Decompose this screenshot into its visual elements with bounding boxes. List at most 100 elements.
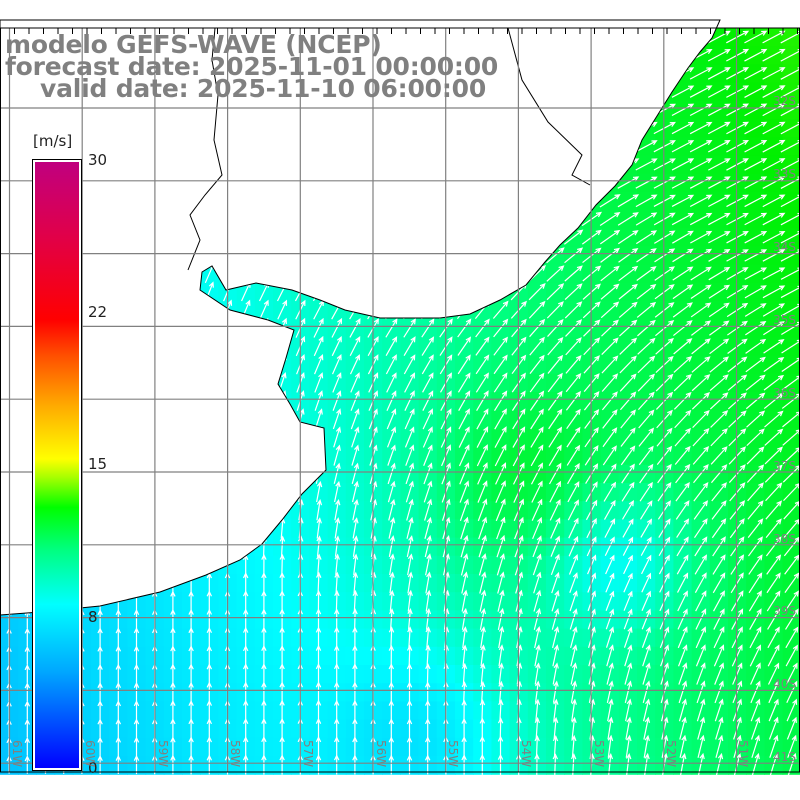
wind-arrow xyxy=(711,500,727,520)
wind-arrow xyxy=(635,194,658,208)
wind-arrow xyxy=(744,249,768,262)
wind-arrow xyxy=(314,353,324,375)
wind-arrow xyxy=(406,718,413,738)
wind-arrow xyxy=(279,736,285,757)
land-mass xyxy=(0,19,721,616)
wind-arrow xyxy=(642,644,651,667)
wind-arrow xyxy=(334,608,340,630)
wind-arrow xyxy=(547,336,564,356)
lon-label: 52W xyxy=(664,740,678,768)
wind-arrow xyxy=(713,626,725,649)
wind-arrow xyxy=(460,516,469,540)
wind-arrow xyxy=(479,571,487,594)
wind-arrow xyxy=(566,408,581,430)
wind-arrow xyxy=(530,444,544,467)
wind-arrow xyxy=(693,463,709,484)
wind-arrow xyxy=(749,644,761,667)
wind-arrow xyxy=(635,230,658,245)
wind-arrow xyxy=(746,446,765,465)
wind-arrow xyxy=(712,554,726,575)
wind-arrow xyxy=(641,626,651,648)
wind-arrow xyxy=(534,698,541,721)
lat-label: 35S xyxy=(773,313,796,327)
wind-arrow xyxy=(749,626,762,649)
wind-arrow xyxy=(389,571,395,594)
wind-arrow xyxy=(425,607,432,630)
wind-arrow xyxy=(115,645,122,665)
wind-arrow xyxy=(547,319,564,337)
wind-arrow xyxy=(170,626,176,648)
wind-arrow xyxy=(279,571,285,593)
wind-arrow xyxy=(690,248,713,263)
wind-arrow xyxy=(458,408,470,430)
wind-arrow xyxy=(406,681,413,702)
wind-arrow xyxy=(316,517,322,539)
wind-arrow xyxy=(744,48,768,62)
wind-arrow xyxy=(604,536,615,556)
wind-arrow xyxy=(676,572,689,593)
wind-arrow xyxy=(279,681,285,702)
wind-arrow xyxy=(533,607,542,630)
wind-arrow xyxy=(534,644,541,667)
wind-arrow xyxy=(564,301,583,319)
wind-arrow xyxy=(349,335,361,357)
wind-arrow xyxy=(673,373,692,392)
lat-label: 37S xyxy=(773,459,796,473)
wind-arrow xyxy=(242,717,249,739)
wind-arrow xyxy=(352,754,358,775)
wind-arrow xyxy=(678,698,687,722)
wind-arrow xyxy=(493,372,508,393)
wind-arrow xyxy=(462,626,468,648)
wind-arrow xyxy=(763,374,785,391)
wind-arrow xyxy=(206,663,213,684)
wind-arrow xyxy=(333,717,340,739)
wind-arrow xyxy=(313,317,324,338)
wind-arrow xyxy=(493,318,509,338)
wind-arrow xyxy=(350,390,360,411)
wind-arrow xyxy=(766,554,782,575)
wind-arrow xyxy=(459,480,470,503)
wind-arrow xyxy=(607,698,614,722)
wind-arrow xyxy=(618,247,639,263)
wind-arrow xyxy=(672,230,694,244)
wind-arrow xyxy=(404,390,415,411)
wind-arrow xyxy=(569,626,578,649)
wind-arrow xyxy=(242,663,249,684)
lat-label: 40S xyxy=(773,677,796,691)
wind-arrow xyxy=(261,553,267,575)
wind-arrow xyxy=(708,158,731,171)
wind-arrow xyxy=(617,230,639,245)
wind-arrow xyxy=(749,608,762,630)
wind-arrow xyxy=(498,662,504,685)
wind-arrow xyxy=(689,176,713,189)
wind-arrow xyxy=(477,462,488,485)
wind-arrow xyxy=(623,590,633,611)
wind-arrow xyxy=(726,139,749,153)
wind-arrow xyxy=(424,718,431,738)
wind-arrow xyxy=(603,481,617,502)
wind-arrow xyxy=(605,626,615,648)
wind-arrow xyxy=(744,267,768,280)
wind-arrow xyxy=(498,699,504,721)
wind-arrow xyxy=(710,464,728,484)
wind-arrow xyxy=(640,518,653,538)
wind-arrow xyxy=(497,571,505,594)
wind-arrow xyxy=(133,645,140,666)
wind-arrow xyxy=(676,554,689,575)
wind-arrow xyxy=(334,571,340,594)
wind-arrow xyxy=(385,336,398,356)
wind-arrow xyxy=(764,410,784,428)
wind-arrow xyxy=(496,534,506,558)
wind-arrow xyxy=(316,553,322,575)
wind-arrow xyxy=(713,644,725,667)
colorbar xyxy=(32,159,82,771)
wind-arrow xyxy=(478,516,488,540)
wind-arrow xyxy=(606,680,614,703)
wind-arrow xyxy=(689,67,713,80)
wind-arrow xyxy=(692,410,710,429)
wind-arrow xyxy=(600,301,620,319)
wind-arrow xyxy=(715,734,724,758)
wind-arrow xyxy=(388,517,396,539)
wind-arrow xyxy=(641,554,652,575)
wind-arrow xyxy=(532,516,543,540)
